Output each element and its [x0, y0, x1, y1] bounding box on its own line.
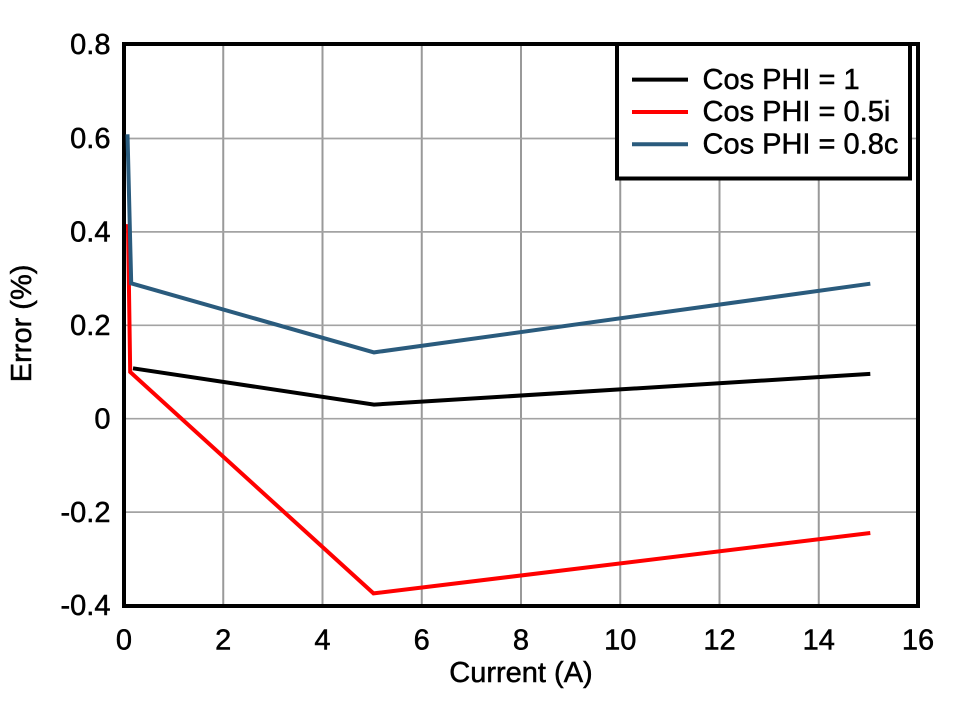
svg-text:Cos PHI = 0.5i: Cos PHI = 0.5i	[703, 96, 891, 128]
svg-text:-0.2: -0.2	[61, 497, 111, 529]
svg-text:2: 2	[215, 624, 231, 656]
svg-text:16: 16	[902, 624, 934, 656]
svg-text:10: 10	[604, 624, 636, 656]
svg-text:0.4: 0.4	[70, 217, 110, 249]
svg-text:12: 12	[703, 624, 735, 656]
svg-text:0.8: 0.8	[70, 29, 110, 61]
svg-text:Current (A): Current (A)	[449, 657, 592, 689]
svg-text:0: 0	[94, 403, 110, 435]
svg-text:Error (%): Error (%)	[6, 265, 38, 383]
svg-text:Cos PHI = 0.8c: Cos PHI = 0.8c	[703, 129, 899, 161]
svg-text:0: 0	[116, 624, 132, 656]
svg-text:6: 6	[414, 624, 430, 656]
svg-text:0.2: 0.2	[70, 310, 110, 342]
svg-text:Cos PHI = 1: Cos PHI = 1	[703, 64, 860, 96]
svg-text:4: 4	[314, 624, 330, 656]
svg-text:8: 8	[513, 624, 529, 656]
svg-text:14: 14	[803, 624, 835, 656]
svg-text:-0.4: -0.4	[61, 590, 111, 622]
svg-text:0.6: 0.6	[70, 123, 110, 155]
